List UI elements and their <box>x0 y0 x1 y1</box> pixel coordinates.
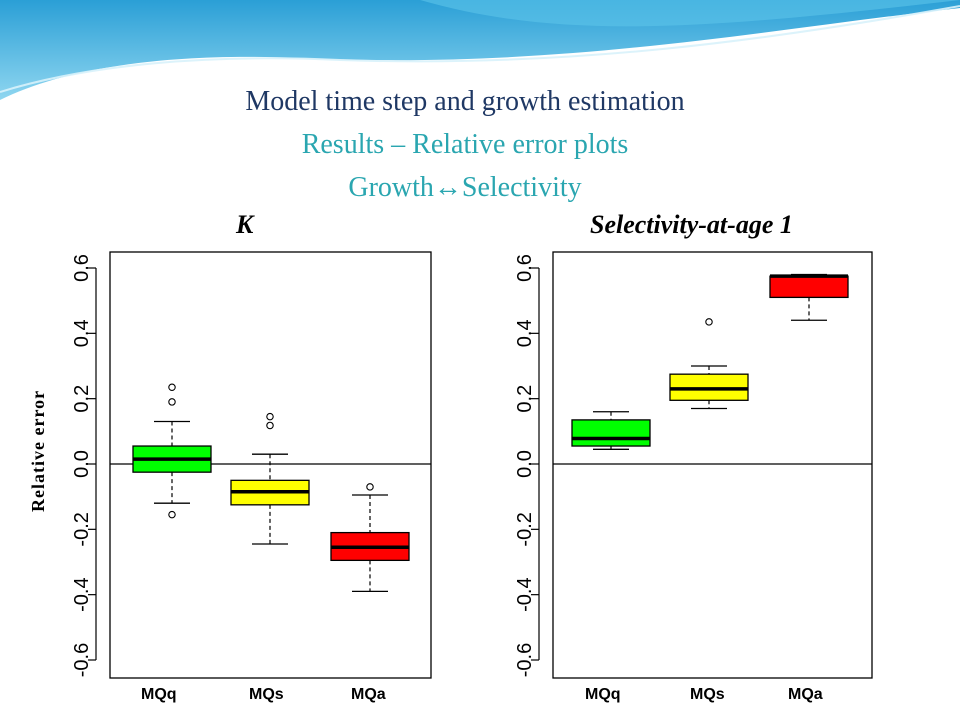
outlier-point <box>366 483 374 491</box>
y-tick-label: -0.4 <box>71 577 93 611</box>
slide-title: Model time step and growth estimation <box>245 86 685 117</box>
x-tick-label: MQa <box>351 686 386 703</box>
wave-banner <box>0 0 960 104</box>
x-tick-label: MQa <box>788 686 823 703</box>
y-tick-label: 0.0 <box>71 450 93 478</box>
chart-title-selectivity: Selectivity-at-age 1 <box>590 210 793 239</box>
outlier-point <box>168 398 176 406</box>
outlier-point <box>168 510 176 519</box>
y-tick-label: 0.4 <box>514 319 536 347</box>
outlier-point <box>266 412 274 421</box>
chart-title-k: K <box>236 210 254 239</box>
y-tick-label: 0.4 <box>71 319 93 347</box>
x-tick-label: MQs <box>249 686 284 703</box>
x-tick-label: MQs <box>690 686 725 703</box>
x-tick-label: MQq <box>141 686 177 703</box>
box-mqq <box>571 419 651 447</box>
y-tick-label: -0.4 <box>514 577 536 611</box>
y-tick-label: 0.2 <box>514 385 536 413</box>
y-tick-label: -0.6 <box>71 643 93 677</box>
box-mqa <box>769 275 849 299</box>
y-tick-label: 0.2 <box>71 385 93 413</box>
y-tick-label: -0.2 <box>71 512 93 546</box>
y-tick-label: 0.0 <box>514 450 536 478</box>
plot-frame <box>552 251 873 679</box>
outlier-point <box>266 421 274 430</box>
outlier-point <box>705 318 713 326</box>
slide-subtitle: Results – Relative error plots <box>301 129 629 160</box>
plot-frame <box>109 251 432 679</box>
y-tick-label: 0.6 <box>71 254 93 282</box>
slide-subtitle-2: Growth↔Selectivity <box>348 172 582 203</box>
x-tick-label: MQq <box>585 686 621 703</box>
y-tick-label: -0.2 <box>514 512 536 546</box>
y-tick-label: -0.6 <box>514 643 536 677</box>
y-tick-label: 0.6 <box>514 254 536 282</box>
outlier-point <box>168 383 176 391</box>
